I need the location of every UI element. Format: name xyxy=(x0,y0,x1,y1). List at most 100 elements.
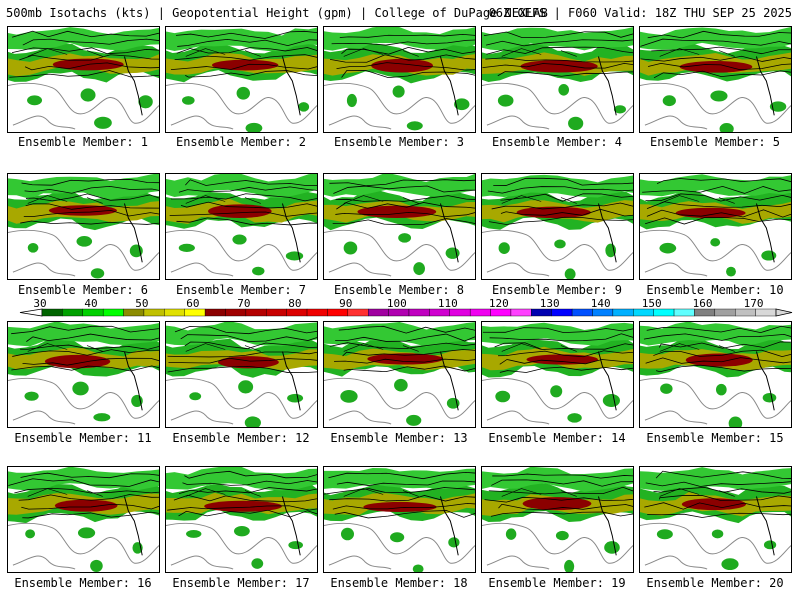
colorbar-right-arrow xyxy=(776,309,792,316)
isotach-cutoff-blob xyxy=(712,530,723,539)
isotach-northern-band xyxy=(8,467,159,491)
isotach-cutoff-blob xyxy=(27,95,42,105)
ensemble-member-map xyxy=(165,321,318,428)
height-contour xyxy=(487,263,549,276)
height-contour xyxy=(487,411,549,424)
colorbar-swatch xyxy=(572,309,592,316)
isotach-cutoff-blob xyxy=(398,233,411,242)
height-contour xyxy=(171,263,233,276)
colorbar-swatch xyxy=(511,309,531,316)
isotach-cutoff-blob xyxy=(390,532,404,542)
isotach-northern-band xyxy=(324,468,475,489)
isotach-cutoff-blob xyxy=(78,527,95,538)
colorbar-swatch xyxy=(327,309,347,316)
isotach-cutoff-blob xyxy=(406,415,421,426)
isotach-cutoff-blob xyxy=(495,391,510,403)
colorbar-tick-label: 170 xyxy=(744,297,764,310)
isotach-cutoff-blob xyxy=(603,394,620,407)
colorbar-swatch xyxy=(409,309,429,316)
isotach-cutoff-blob xyxy=(252,267,264,276)
colorbar-tick-label: 150 xyxy=(642,297,662,310)
ensemble-member-label: Ensemble Member: 17 xyxy=(161,576,321,590)
isotach-cutoff-blob xyxy=(24,392,38,401)
colorbar-swatch xyxy=(735,309,755,316)
isotach-cutoff-blob xyxy=(716,384,727,396)
ensemble-member-label: Ensemble Member: 1 xyxy=(3,135,163,149)
isotach-cutoff-blob xyxy=(234,526,250,536)
colorbar-swatch xyxy=(450,309,470,316)
height-contour xyxy=(171,411,233,424)
ensemble-member-map xyxy=(481,466,634,573)
ensemble-member-label: Ensemble Member: 11 xyxy=(3,431,163,445)
colorbar-swatch xyxy=(348,309,368,316)
colorbar-swatch xyxy=(593,309,613,316)
isotach-cutoff-blob xyxy=(710,90,727,101)
isotach-cutoff-blob xyxy=(499,242,510,254)
colorbar-swatch xyxy=(552,309,572,316)
height-contour xyxy=(645,263,707,276)
isotach-cutoff-blob xyxy=(72,382,88,396)
isotach-cutoff-blob xyxy=(286,251,303,260)
model-run-info: 06Z GEFS | F060 Valid: 18Z THU SEP 25 20… xyxy=(489,6,792,20)
colorbar-swatch xyxy=(185,309,205,316)
isotach-cutoff-blob xyxy=(710,238,720,246)
colorbar-swatch xyxy=(42,309,62,316)
colorbar-tick-label: 70 xyxy=(237,297,250,310)
height-contour xyxy=(13,411,75,424)
colorbar-tick-label: 60 xyxy=(186,297,199,310)
colorbar-swatch xyxy=(205,309,225,316)
isotach-color-legend: 30 40 50 60 70 80 90 100 110 120 130 140 150 160 170 xyxy=(6,297,794,319)
ensemble-member-label: Ensemble Member: 3 xyxy=(319,135,479,149)
height-contour xyxy=(329,263,391,276)
isotach-cutoff-blob xyxy=(568,117,583,130)
ensemble-member-label: Ensemble Member: 4 xyxy=(477,135,637,149)
isotach-cutoff-blob xyxy=(28,243,39,253)
isotach-cutoff-blob xyxy=(246,123,263,132)
isotach-cutoff-blob xyxy=(287,394,303,403)
isotach-cutoff-blob xyxy=(237,87,250,100)
jet-core-80kt xyxy=(676,208,746,218)
colorbar-swatch xyxy=(368,309,388,316)
height-contour xyxy=(645,116,707,129)
colorbar-swatch xyxy=(62,309,82,316)
height-contour xyxy=(13,556,75,569)
height-contour xyxy=(487,116,549,129)
isotach-cutoff-blob xyxy=(251,558,263,569)
isotach-cutoff-blob xyxy=(721,558,738,570)
isotach-cutoff-blob xyxy=(720,123,734,132)
isotach-cutoff-blob xyxy=(81,88,96,101)
isotach-cutoff-blob xyxy=(179,244,195,252)
isotach-cutoff-blob xyxy=(506,528,516,539)
colorbar-swatch xyxy=(633,309,653,316)
height-contour xyxy=(329,116,391,129)
height-contour xyxy=(329,556,391,569)
isotach-cutoff-blob xyxy=(663,95,676,106)
colorbar-tick-label: 160 xyxy=(693,297,713,310)
ensemble-member-map xyxy=(323,26,476,133)
isotach-cutoff-blob xyxy=(558,84,569,96)
jet-core-80kt xyxy=(45,355,110,368)
jet-core-80kt xyxy=(680,61,753,73)
ensemble-member-label: Ensemble Member: 16 xyxy=(3,576,163,590)
isotach-cutoff-blob xyxy=(556,531,569,540)
ensemble-member-label: Ensemble Member: 20 xyxy=(635,576,795,590)
ensemble-member-map xyxy=(481,26,634,133)
colorbar-swatch xyxy=(266,309,286,316)
isotach-cutoff-blob xyxy=(189,392,201,400)
isotach-cutoff-blob xyxy=(186,530,201,538)
colorbar-swatch xyxy=(756,309,776,316)
colorbar-swatch xyxy=(470,309,490,316)
isotach-northern-band xyxy=(8,174,159,200)
isotach-cutoff-blob xyxy=(657,529,673,539)
ensemble-member-label: Ensemble Member: 5 xyxy=(635,135,795,149)
jet-core-80kt xyxy=(208,204,272,218)
isotach-northern-band xyxy=(324,174,475,197)
colorbar-swatch xyxy=(103,309,123,316)
ensemble-member-label: Ensemble Member: 2 xyxy=(161,135,321,149)
colorbar-tick-label: 140 xyxy=(591,297,611,310)
colorbar-tick-label: 40 xyxy=(84,297,97,310)
colorbar-tick-label: 110 xyxy=(438,297,458,310)
colorbar-tick-label: 100 xyxy=(387,297,407,310)
isotach-cutoff-blob xyxy=(448,537,459,547)
height-contour xyxy=(645,556,707,569)
